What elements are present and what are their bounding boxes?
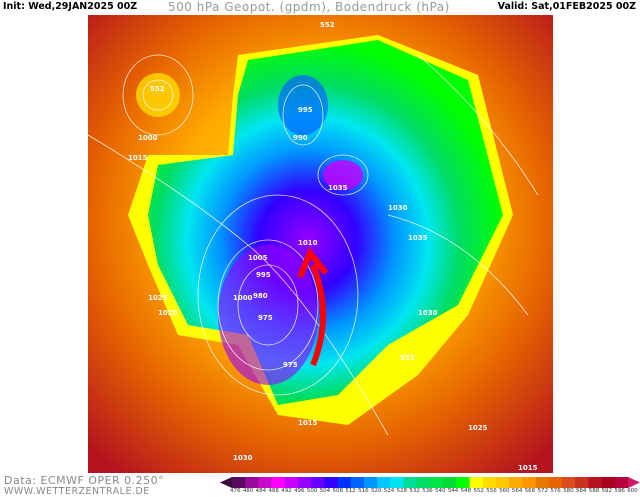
- pressure-label: 975: [283, 361, 298, 369]
- colorbar-segment: [601, 477, 616, 488]
- colorbar: [220, 477, 640, 488]
- colorbar-label: 504: [319, 488, 331, 494]
- colorbar-segment: [311, 477, 325, 488]
- colorbar-label: 476: [230, 488, 241, 494]
- pressure-label: 1030: [233, 454, 253, 462]
- colorbar-segment: [548, 477, 563, 488]
- colorbar-segment: [258, 477, 272, 488]
- colorbar-label: 552: [473, 488, 484, 494]
- colorbar-segment: [245, 477, 259, 488]
- colorbar-label: 488: [268, 488, 279, 494]
- colorbar-label: 480: [242, 488, 254, 494]
- colorbar-segment: [522, 477, 536, 488]
- data-source: Data: ECMWF OPER 0.250°: [4, 474, 165, 487]
- colorbar-segment: [298, 477, 312, 488]
- pressure-label: 552: [320, 21, 335, 29]
- pressure-label: 552: [150, 85, 165, 93]
- colorbar-segment: [416, 477, 431, 488]
- colorbar-label: 588: [588, 488, 600, 494]
- colorbar-label: 572: [537, 488, 549, 494]
- colorbar-label: 500: [306, 488, 318, 494]
- colorbar-segment: [350, 477, 365, 488]
- pressure-label: 1015: [518, 464, 538, 472]
- colorbar-segment: [337, 477, 352, 488]
- colorbar-label: 548: [460, 488, 472, 494]
- colorbar-label: 516: [358, 488, 369, 494]
- colorbar-low-arrow: [220, 477, 232, 488]
- colorbar-label: 496: [294, 488, 305, 494]
- colorbar-segment: [535, 477, 550, 488]
- pressure-label: 975: [258, 314, 273, 322]
- website: WWW.WETTERZENTRALE.DE: [4, 486, 150, 497]
- colorbar-label: 592: [601, 488, 613, 494]
- colorbar-segment: [469, 477, 484, 488]
- colorbar-label: 520: [370, 488, 382, 494]
- colorbar-label: 536: [422, 488, 433, 494]
- colorbar-labels: 476 480 484 488 492 496 500 504 508 512 516 520 524 5…: [230, 488, 638, 494]
- pressure-label: 995: [298, 106, 313, 114]
- pressure-label: 1035: [408, 234, 428, 242]
- pressure-label: 1010: [298, 239, 318, 247]
- colorbar-label: 540: [435, 488, 446, 494]
- pressure-label: 1000: [138, 134, 158, 142]
- colorbar-segment: [430, 477, 444, 488]
- colorbar-segment: [509, 477, 523, 488]
- colorbar-label: 528: [396, 488, 408, 494]
- valid-time: Valid: Sat,01FEB2025 00Z: [497, 1, 636, 12]
- colorbar-segment: [562, 477, 576, 488]
- pressure-label: 1005: [248, 254, 268, 262]
- colorbar-label: 584: [575, 488, 587, 494]
- colorbar-segment: [575, 477, 589, 488]
- pressure-label: 1015: [298, 419, 318, 427]
- init-time: Init: Wed,29JAN2025 00Z: [3, 1, 138, 12]
- pressure-label: 1030: [418, 309, 438, 317]
- colorbar-label: 544: [447, 488, 459, 494]
- pressure-label: 1025: [148, 294, 168, 302]
- colorbar-segment: [232, 477, 246, 488]
- colorbar-label: 524: [383, 488, 395, 494]
- colorbar-segment: [443, 477, 457, 488]
- chart-title: 500 hPa Geopot. (gpdm), Bodendruck (hPa): [168, 0, 450, 14]
- colorbar-segment: [614, 477, 629, 488]
- pressure-label: 1020: [158, 309, 178, 317]
- colorbar-segment: [456, 477, 470, 488]
- pressure-label: 990: [293, 134, 308, 142]
- weather-map: 995 990 1035 1010 1005 995 1000 980 975 …: [88, 15, 553, 473]
- colorbar-label: 512: [345, 488, 356, 494]
- colorbar-label: 576: [550, 488, 561, 494]
- pressure-labels: 995 990 1035 1010 1005 995 1000 980 975 …: [128, 21, 538, 472]
- colorbar-label: 556: [486, 488, 497, 494]
- colorbar-segment: [482, 477, 497, 488]
- colorbar-label: 600: [627, 488, 638, 494]
- pressure-label: 995: [256, 271, 271, 279]
- colorbar-label: 508: [332, 488, 344, 494]
- colorbar-label: 580: [563, 488, 574, 494]
- pressure-label: 1035: [328, 184, 348, 192]
- pressure-label: 1030: [388, 204, 408, 212]
- colorbar-label: 596: [614, 488, 625, 494]
- colorbar-high-arrow: [628, 477, 640, 488]
- colorbar-segment: [403, 477, 418, 488]
- red-arrow: [310, 263, 326, 367]
- pressure-label: 980: [253, 292, 268, 300]
- colorbar-segment: [324, 477, 338, 488]
- colorbar-segment: [496, 477, 510, 488]
- colorbar-label: 564: [511, 488, 523, 494]
- pressure-label: 1000: [233, 294, 253, 302]
- colorbar-label: 560: [499, 488, 510, 494]
- colorbar-label: 484: [255, 488, 267, 494]
- colorbar-segment: [271, 477, 286, 488]
- colorbar-segment: [588, 477, 602, 488]
- colorbar-segment: [364, 477, 378, 488]
- colorbar-segment: [390, 477, 404, 488]
- colorbar-segment: [377, 477, 391, 488]
- pressure-label: 552: [400, 354, 415, 362]
- colorbar-label: 492: [281, 488, 292, 494]
- pressure-label: 1025: [468, 424, 488, 432]
- colorbar-label: 532: [409, 488, 420, 494]
- colorbar-segment: [284, 477, 299, 488]
- colorbar-label: 568: [524, 488, 536, 494]
- pressure-label: 1015: [128, 154, 148, 162]
